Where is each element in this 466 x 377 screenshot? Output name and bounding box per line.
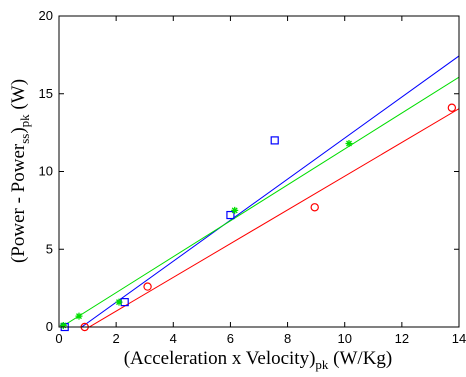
fit-line-square <box>80 55 459 327</box>
x-tick-label: 2 <box>113 331 120 346</box>
x-tick-label: 14 <box>452 331 466 346</box>
data-point-square <box>270 136 279 145</box>
x-axis-title: (Acceleration x Velocity)pk (W/Kg) <box>124 348 393 372</box>
y-tick-label: 0 <box>46 319 53 334</box>
y-tick-label: 5 <box>46 241 53 256</box>
data-point-star <box>231 206 239 214</box>
y-tick-label: 15 <box>39 86 53 101</box>
x-tick-label: 10 <box>337 331 351 346</box>
data-point-square <box>226 210 235 220</box>
x-tick-label: 4 <box>170 331 177 346</box>
data-point-circle <box>310 203 319 212</box>
y-tick-label: 20 <box>39 8 53 23</box>
x-tick-label: 6 <box>227 331 234 346</box>
fit-line-circle <box>88 108 459 327</box>
data-point-circle <box>447 103 457 112</box>
fit-line-star <box>60 76 459 327</box>
data-point-star <box>59 321 67 329</box>
data-point-star <box>115 298 123 306</box>
data-point-circle <box>143 282 152 291</box>
x-tick-label: 12 <box>395 331 409 346</box>
data-point-star <box>75 312 83 320</box>
plot-frame <box>58 15 460 328</box>
axes <box>58 15 460 328</box>
x-tick-label: 0 <box>55 331 62 346</box>
tick-labels: 0 2 4 6 8 10 12 14 0 5 10 15 20 <box>39 8 466 346</box>
x-tick-label: 8 <box>284 331 291 346</box>
data-markers <box>59 103 457 332</box>
data-point-star <box>345 140 353 148</box>
y-axis-title: (Power - Powerss)pk (W) <box>8 79 32 263</box>
y-tick-label: 10 <box>39 164 53 179</box>
